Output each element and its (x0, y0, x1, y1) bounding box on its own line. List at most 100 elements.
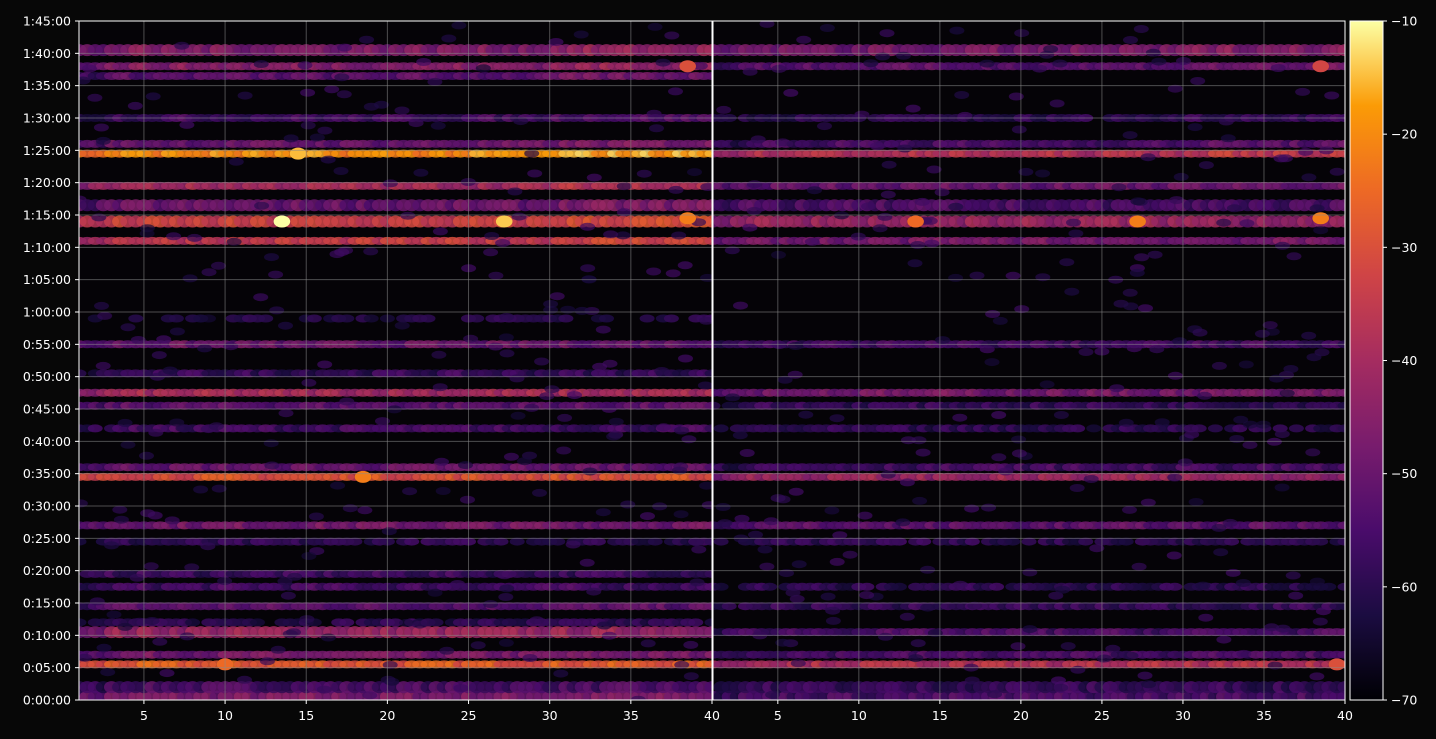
heatmap-cell (787, 370, 803, 379)
heatmap-cell (283, 134, 299, 143)
heatmap-cell (700, 183, 712, 191)
heatmap-cell (1173, 172, 1189, 181)
heatmap-hotspot (907, 215, 924, 228)
x-tick-label: 30 (1175, 708, 1191, 723)
x-tick-label: 35 (623, 708, 639, 723)
heatmap-cell (483, 600, 499, 609)
y-tick-label: 0:20:00 (23, 563, 71, 578)
heatmap-cell (450, 580, 466, 588)
heatmap-cell (967, 601, 983, 610)
heatmap-cell (689, 578, 705, 587)
heatmap-cell (595, 508, 611, 517)
heatmap-cell (640, 639, 656, 648)
heatmap-cell (1070, 424, 1086, 433)
heatmap-cell (337, 43, 353, 52)
colorbar-tick-label: −10 (1391, 14, 1417, 29)
heatmap-cell (915, 448, 931, 457)
heatmap-cell (1313, 537, 1329, 546)
heatmap-cell (948, 202, 964, 211)
heatmap-cell (677, 261, 693, 270)
heatmap-cell (184, 563, 200, 572)
heatmap-cell (615, 231, 631, 240)
heatmap-cell (824, 506, 840, 515)
heatmap-cell (197, 344, 213, 353)
y-tick-label: 0:55:00 (23, 337, 71, 352)
heatmap-cell (1198, 161, 1214, 170)
heatmap-cell (1169, 196, 1185, 205)
heatmap-cell (683, 672, 699, 681)
heatmap-cell (517, 457, 532, 466)
heatmap-cell (162, 366, 178, 375)
heatmap-cell (1207, 424, 1223, 433)
heatmap-cell (742, 223, 758, 232)
heatmap-cell (1312, 617, 1328, 626)
heatmap-cell (79, 618, 87, 627)
heatmap-cell (394, 321, 410, 330)
heatmap-cell (1014, 305, 1030, 314)
heatmap-cell (927, 629, 943, 638)
heatmap-cell (159, 669, 175, 678)
heatmap-cell (404, 537, 420, 546)
heatmap-cell (732, 431, 748, 440)
plot-background-right (713, 21, 1345, 700)
heatmap-cell (470, 641, 486, 650)
heatmap-cell (704, 199, 712, 212)
heatmap-cell (420, 314, 436, 323)
heatmap-cell (278, 321, 293, 330)
heatmap-cell (264, 253, 279, 262)
heatmap-cell (1222, 518, 1238, 527)
heatmap-cell (832, 531, 848, 540)
heatmap-cell (408, 119, 424, 128)
heatmap-cell (691, 545, 707, 554)
heatmap-cell (1018, 167, 1034, 176)
heatmap-cell (1211, 361, 1227, 370)
heatmap-cell (877, 212, 893, 221)
heatmap-cell (228, 157, 244, 166)
heatmap-cell (297, 61, 313, 70)
heatmap-cell (1035, 169, 1051, 178)
heatmap-cell (804, 237, 820, 246)
heatmap-cell (920, 565, 936, 574)
heatmap-cell (127, 101, 143, 110)
heatmap-cell (1122, 505, 1137, 514)
heatmap-cell (911, 436, 927, 445)
heatmap-cell (1264, 623, 1280, 632)
heatmap-cell (586, 173, 602, 182)
heatmap-cell (499, 584, 515, 593)
heatmap-cell (1273, 154, 1289, 163)
heatmap-cell (914, 197, 930, 206)
heatmap-cell (201, 268, 217, 277)
heatmap-cell (875, 52, 890, 61)
x-tick-label: 15 (298, 708, 314, 723)
heatmap-hotspot (679, 212, 696, 225)
heatmap-cell (1337, 215, 1345, 228)
heatmap-cell (1337, 139, 1345, 148)
heatmap-cell (1337, 181, 1345, 190)
heatmap-cell (742, 67, 758, 76)
heatmap-cell (79, 195, 87, 204)
heatmap-cell (1043, 45, 1059, 54)
heatmap-cell (964, 676, 980, 685)
x-tick-label: 10 (217, 708, 233, 723)
heatmap-cell (704, 424, 712, 433)
heatmap-cell (237, 675, 252, 684)
heatmap-cell (668, 185, 684, 194)
heatmap-cell (704, 537, 712, 546)
heatmap-cell (306, 314, 322, 323)
heatmap-cell (724, 246, 740, 255)
heatmap-cell (1295, 87, 1311, 96)
heatmap-cell (854, 110, 870, 119)
heatmap-cell (688, 538, 704, 547)
heatmap-cell (704, 215, 712, 228)
heatmap-cell (1337, 521, 1345, 530)
heatmap-cell (513, 117, 529, 126)
heatmap-cell (460, 495, 475, 504)
heatmap-cell (1008, 92, 1024, 101)
heatmap-cell (697, 381, 712, 390)
heatmap-cell (1191, 424, 1207, 433)
heatmap-cell (1226, 204, 1242, 213)
heatmap-cell (717, 519, 733, 528)
heatmap-cell (948, 273, 964, 282)
heatmap-cell (412, 620, 428, 629)
heatmap-cell (991, 453, 1007, 462)
